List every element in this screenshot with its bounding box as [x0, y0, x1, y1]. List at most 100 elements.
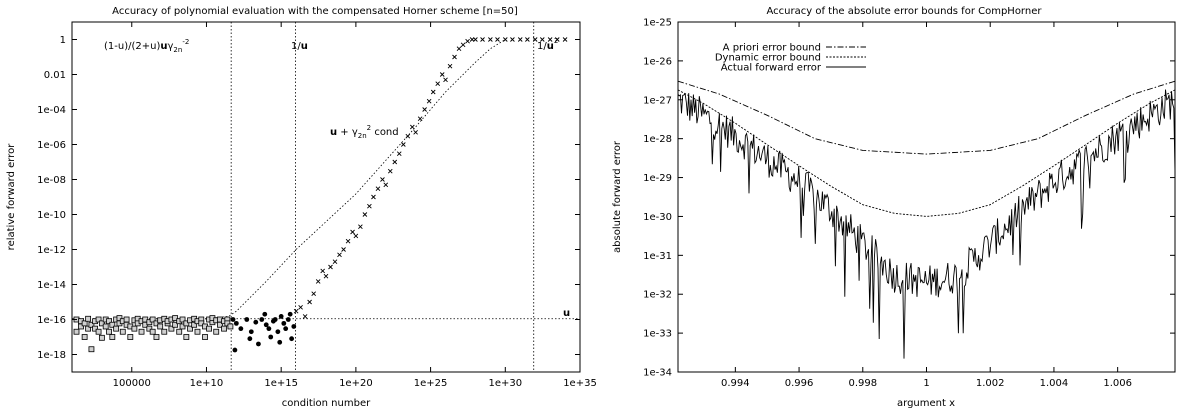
data-point-square: [206, 325, 213, 332]
data-point-square: [176, 328, 183, 335]
data-point-square: [98, 334, 105, 341]
data-point-cross: [345, 238, 351, 244]
data-point-circle: [247, 336, 253, 342]
y-tick-label: 1e-10: [37, 210, 66, 221]
y-axis-label: relative forward error: [6, 143, 17, 251]
y-axis-label: absolute forward error: [612, 140, 623, 253]
data-point-cross: [473, 37, 478, 42]
data-point-square: [131, 325, 138, 332]
data-point-cross: [517, 37, 523, 42]
legend-label: A priori error bound: [723, 43, 821, 54]
bound-curve: [72, 39, 506, 320]
data-point-square: [179, 323, 186, 330]
data-point-cross: [302, 314, 308, 319]
data-point-cross: [456, 46, 462, 51]
data-point-cross: [380, 177, 385, 182]
plot-area: [72, 22, 580, 372]
data-point-cross: [341, 247, 346, 252]
legend-label: Actual forward error: [721, 63, 822, 74]
data-point-circle: [256, 341, 261, 347]
data-point-cross: [387, 168, 393, 174]
data-point-circle: [232, 347, 238, 353]
data-point-circle: [289, 336, 295, 342]
data-point-cross: [362, 212, 368, 217]
data-point-cross: [328, 264, 333, 270]
data-point-square: [202, 334, 208, 340]
data-point-cross: [539, 37, 545, 42]
y-axis-ticks: 1e-25 1e-26 1e-27 1e-28 1e-29 1e-30 1e-31 1e-32…: [643, 18, 1175, 379]
data-point-circle: [262, 311, 268, 317]
data-point-circle: [272, 317, 278, 322]
chart-error-bounds: Accuracy of the absolute error bounds fo…: [612, 6, 1176, 409]
data-point-cross: [430, 89, 436, 95]
data-point-square: [109, 334, 116, 340]
chart-title: Accuracy of the absolute error bounds fo…: [767, 6, 1043, 17]
x-tick-label: 0.998: [848, 378, 877, 389]
data-point-square: [116, 315, 123, 322]
data-point-cross: [371, 194, 376, 200]
data-point-square: [85, 315, 92, 322]
annotation-one-over-u-squared: 1/u2: [537, 37, 558, 52]
x-tick-label: 1.006: [1103, 378, 1132, 389]
data-point-circle: [278, 314, 284, 319]
data-point-square: [95, 316, 102, 323]
data-point-cross: [488, 37, 493, 42]
data-point-square: [92, 325, 98, 332]
data-point-circle: [283, 326, 289, 332]
data-point-cross: [307, 299, 312, 305]
data-point-square: [81, 334, 88, 340]
data-point-square: [172, 315, 179, 322]
data-point-square: [183, 334, 190, 340]
annotation-bound-curve: u + γ2n2 cond: [330, 124, 399, 140]
legend-label: Dynamic error bound: [715, 53, 821, 64]
data-point-circle: [291, 324, 297, 329]
annotation-one-over-u: 1/u: [291, 41, 308, 52]
data-point-circle: [285, 317, 291, 322]
data-point-square: [161, 328, 168, 335]
data-point-square: [113, 325, 120, 332]
data-point-cross: [443, 77, 448, 83]
data-point-cross: [396, 151, 402, 156]
data-point-circle: [266, 326, 272, 332]
series-line-1: [677, 89, 1176, 217]
data-point-square: [153, 320, 160, 327]
data-point-cross: [422, 107, 427, 112]
y-tick-label: 0.01: [44, 70, 66, 81]
data-point-cross: [452, 54, 457, 60]
data-point-circle: [248, 329, 254, 335]
y-tick-label: 1e-31: [643, 251, 672, 262]
y-tick-label: 1e-30: [643, 212, 672, 223]
data-point-cross: [315, 279, 321, 284]
chart-condition-number: Accuracy of polynomial evaluation with t…: [6, 6, 597, 409]
data-point-square: [106, 328, 112, 335]
y-tick-label: 1e-26: [643, 56, 672, 67]
data-point-square: [146, 325, 153, 332]
data-point-square: [221, 325, 227, 332]
data-point-cross: [547, 37, 553, 42]
data-point-square: [198, 320, 205, 327]
y-tick-label: 1e-16: [37, 315, 66, 326]
data-point-cross: [495, 37, 500, 42]
y-tick-label: 1e-25: [643, 18, 672, 29]
x-tick-label: 100000: [113, 378, 151, 389]
y-tick-label: 1e-04: [37, 105, 66, 116]
data-point-square: [179, 316, 186, 323]
data-point-square: [88, 321, 95, 328]
data-point-cross: [375, 186, 381, 191]
data-point-cross: [405, 133, 411, 139]
y-tick-label: 1e-28: [643, 134, 672, 145]
x-tick-label: 1e+30: [488, 378, 522, 389]
data-point-cross: [358, 224, 363, 230]
data-point-cross: [532, 37, 538, 42]
data-point-square: [227, 323, 234, 330]
series-line-2: [677, 89, 1176, 359]
data-point-circle: [263, 322, 269, 328]
y-tick-label: 1e-14: [37, 280, 66, 291]
y-tick-label: 1e-06: [37, 140, 66, 151]
data-point-circle: [268, 334, 274, 340]
data-point-square: [187, 325, 193, 332]
y-tick-label: 1e-12: [37, 245, 66, 256]
data-point-circle: [287, 311, 293, 317]
data-point-square: [81, 320, 88, 327]
